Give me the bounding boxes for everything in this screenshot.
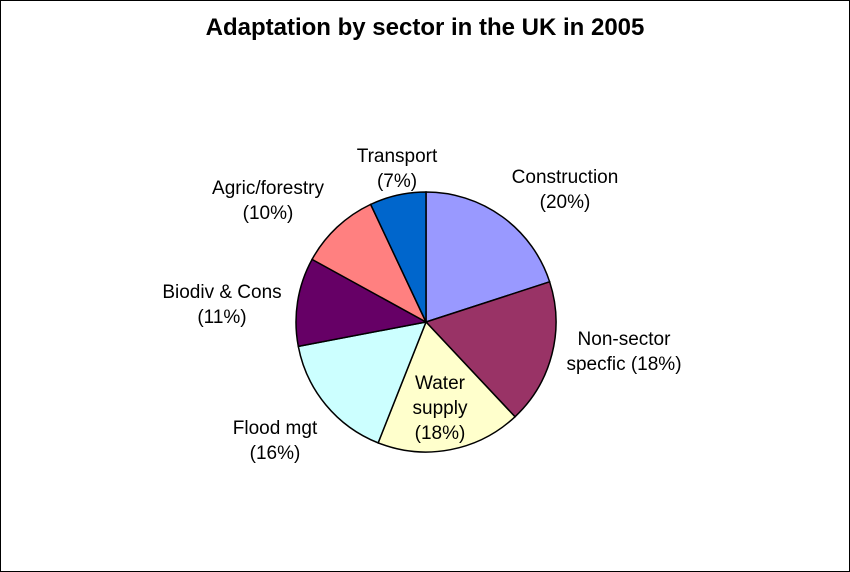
pie-slice-3 bbox=[377, 320, 517, 453]
slice-label-line: (20%) bbox=[540, 192, 591, 213]
slice-label-line: (10%) bbox=[243, 203, 294, 224]
slice-label-2: Non-sector specfic (18%) bbox=[566, 329, 681, 375]
slice-label-line: Flood mgt bbox=[233, 418, 318, 439]
slice-label-line: specfic (18%) bbox=[566, 354, 681, 375]
pie-slice-2 bbox=[424, 280, 557, 418]
pie-slice-4 bbox=[297, 321, 428, 444]
slice-label-line: (11%) bbox=[197, 307, 246, 328]
slice-label-1: Construction (20%) bbox=[512, 167, 619, 213]
pie-slices bbox=[295, 191, 557, 453]
slice-label-3: Water supply (18%) bbox=[413, 373, 468, 444]
slice-label-line: Water bbox=[415, 373, 466, 394]
chart-title: Adaptation by sector in the UK in 2005 bbox=[205, 14, 645, 41]
pie-slice-6 bbox=[311, 203, 428, 324]
slice-label-7: Transport (7%) bbox=[357, 146, 438, 192]
slice-label-5: Biodiv & Cons (11%) bbox=[162, 282, 281, 328]
slice-label-4: Flood mgt (16%) bbox=[233, 418, 318, 464]
slice-label-6: Agric/forestry (10%) bbox=[212, 178, 324, 224]
slice-label-line: Construction bbox=[512, 167, 619, 188]
slice-label-line: Agric/forestry bbox=[212, 178, 324, 199]
slice-label-line: Non-sector bbox=[578, 329, 672, 350]
slice-label-line: (16%) bbox=[250, 443, 301, 464]
slice-label-line: Biodiv & Cons bbox=[162, 282, 281, 303]
slice-label-line: (18%) bbox=[415, 423, 466, 444]
slice-label-line: (7%) bbox=[377, 171, 417, 192]
pie-slice-5 bbox=[295, 258, 429, 348]
slice-label-line: Transport bbox=[357, 146, 438, 167]
pie-slice-7 bbox=[369, 191, 427, 323]
pie-labels: Construction (20%) Non-sector specfic (18%)… bbox=[162, 146, 681, 464]
slice-label-line: supply bbox=[413, 398, 468, 419]
pie-slice-1 bbox=[425, 191, 551, 324]
